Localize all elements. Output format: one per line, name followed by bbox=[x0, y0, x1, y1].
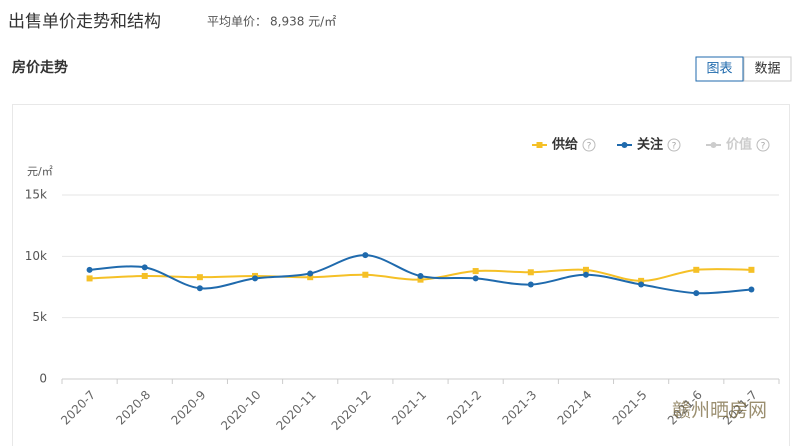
point bbox=[417, 272, 424, 279]
point bbox=[252, 275, 259, 282]
point bbox=[307, 274, 314, 281]
data-button-label[interactable]: 数据 bbox=[754, 62, 780, 77]
chart-button-label[interactable]: 图表 bbox=[706, 62, 732, 77]
point bbox=[527, 269, 534, 276]
data-button[interactable] bbox=[743, 56, 792, 82]
point bbox=[196, 285, 203, 292]
point bbox=[472, 268, 479, 275]
help-icon bbox=[756, 138, 770, 152]
legend-marker bbox=[621, 142, 628, 148]
point bbox=[141, 272, 148, 279]
point bbox=[748, 266, 755, 273]
help-icon-mark: ? bbox=[672, 142, 677, 152]
point bbox=[748, 286, 755, 293]
legend-marker bbox=[710, 142, 717, 148]
page-title: 出售单价走势和结构 bbox=[8, 12, 161, 32]
point bbox=[693, 290, 700, 297]
point bbox=[582, 266, 589, 273]
legend-label[interactable]: 价值 bbox=[726, 137, 752, 153]
help-icon bbox=[582, 138, 596, 152]
y-tick-label: 0 bbox=[39, 372, 47, 386]
point bbox=[638, 277, 645, 284]
help-icon-mark: ? bbox=[761, 142, 766, 152]
avg-label: 平均单价： bbox=[207, 15, 267, 29]
point bbox=[693, 266, 700, 273]
avg-value: 8,938 元/㎡ bbox=[270, 15, 336, 29]
y-tick-label: 10k bbox=[25, 249, 47, 263]
chart-button[interactable] bbox=[695, 56, 744, 82]
point bbox=[417, 276, 424, 283]
point bbox=[472, 275, 479, 282]
y-axis-label: 元/㎡ bbox=[27, 165, 53, 178]
y-tick-label: 15k bbox=[25, 188, 47, 202]
help-icon bbox=[667, 138, 681, 152]
point bbox=[196, 274, 203, 281]
point bbox=[362, 271, 369, 278]
help-icon-mark: ? bbox=[587, 142, 592, 152]
legend-label[interactable]: 关注 bbox=[637, 137, 663, 153]
point bbox=[307, 270, 314, 277]
legend-marker bbox=[536, 142, 543, 148]
point bbox=[86, 266, 93, 273]
point bbox=[527, 281, 534, 288]
point bbox=[86, 275, 93, 282]
point bbox=[141, 264, 148, 271]
point bbox=[638, 281, 645, 288]
point bbox=[582, 271, 589, 278]
section-title: 房价走势 bbox=[12, 59, 68, 76]
legend-label[interactable]: 供给 bbox=[551, 137, 578, 153]
point bbox=[362, 252, 369, 259]
watermark: 赣州晒房网 bbox=[672, 400, 767, 422]
y-tick-label: 5k bbox=[32, 310, 47, 324]
